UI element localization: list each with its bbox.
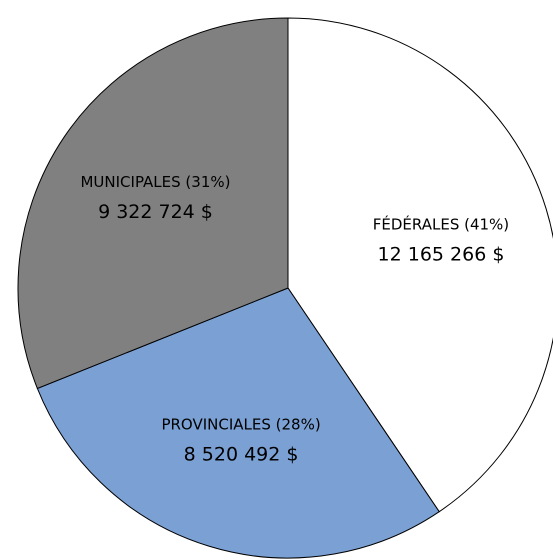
slice-label: FÉDÉRALES (41%) — [373, 215, 509, 234]
pie-slice — [287, 17, 553, 513]
slice-value-label: 9 322 724 $ — [98, 201, 213, 223]
slice-label: PROVINCIALES (28%) — [161, 415, 320, 433]
pie-slice — [36, 287, 440, 559]
slice-value-label: 12 165 266 $ — [378, 244, 505, 266]
slice-value-label: 8 520 492 $ — [184, 443, 299, 465]
pie-slice — [17, 17, 289, 390]
slice-label: MUNICIPALES (31%) — [80, 173, 230, 191]
